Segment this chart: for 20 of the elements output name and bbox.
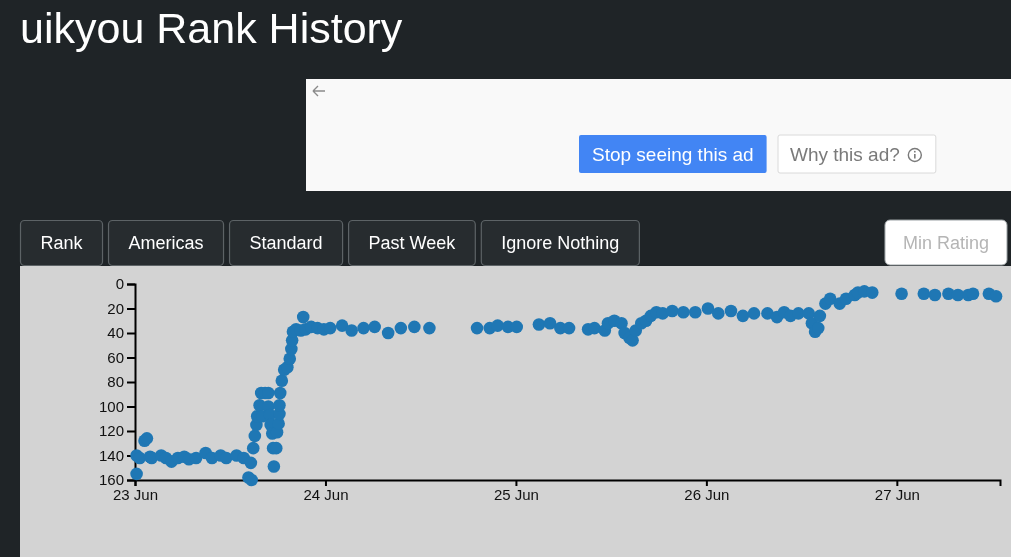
y-tick-label: 0: [115, 275, 124, 293]
y-tick-label: 60: [107, 348, 124, 366]
button[interactable]: Standard: [228, 219, 344, 267]
button[interactable]: Why this ad?: [777, 134, 937, 174]
chart-title: uikyou Rank History: [20, 4, 403, 52]
x-tick-label: 25 Jun: [493, 485, 539, 503]
y-tick-label: 140: [98, 446, 124, 464]
button[interactable]: Stop seeing this ad: [579, 135, 767, 173]
button[interactable]: Rank: [19, 219, 104, 267]
x-tick-label: 26 Jun: [684, 485, 730, 503]
x-tick-label: 27 Jun: [874, 485, 920, 503]
y-tick-label: 120: [98, 422, 124, 440]
y-tick-label: 100: [98, 397, 124, 415]
button[interactable]: Ignore Nothing: [480, 219, 640, 267]
button[interactable]: Past Week: [348, 219, 476, 267]
x-tick-label: 24 Jun: [303, 485, 349, 503]
y-tick-label: 80: [107, 373, 124, 391]
y-tick-label: 20: [107, 299, 124, 317]
button[interactable]: Americas: [107, 219, 225, 267]
y-tick-label: 40: [107, 324, 124, 342]
